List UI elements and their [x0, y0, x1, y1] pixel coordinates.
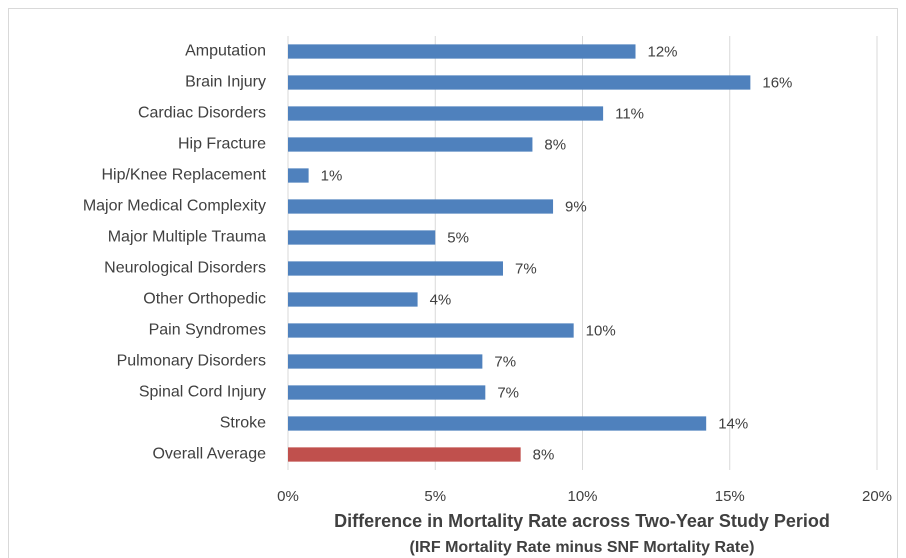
data-label: 14%	[718, 415, 748, 432]
data-label: 10%	[586, 322, 616, 339]
bar	[288, 106, 604, 121]
x-tick-label: 15%	[715, 488, 745, 505]
x-axis-title: Difference in Mortality Rate across Two-…	[334, 511, 830, 531]
bar	[288, 385, 486, 400]
data-label: 1%	[321, 167, 343, 184]
y-tick-label: Cardiac Disorders	[138, 105, 266, 122]
data-label: 5%	[447, 229, 469, 246]
bar	[288, 230, 436, 245]
y-tick-label: Major Medical Complexity	[83, 198, 266, 215]
data-label: 9%	[565, 198, 587, 215]
data-label: 7%	[494, 353, 516, 370]
bar	[288, 168, 309, 183]
y-tick-label: Hip/Knee Replacement	[101, 167, 266, 184]
x-tick-label: 5%	[424, 488, 446, 505]
y-tick-label: Amputation	[185, 43, 266, 60]
y-tick-label: Brain Injury	[185, 74, 266, 91]
x-tick-label: 10%	[567, 488, 597, 505]
bar	[288, 44, 636, 59]
chart-border	[8, 8, 898, 558]
y-tick-label: Spinal Cord Injury	[139, 384, 266, 401]
bar	[288, 199, 554, 214]
y-tick-label: Pulmonary Disorders	[117, 353, 266, 370]
data-label: 11%	[615, 105, 644, 122]
y-tick-label: Other Orthopedic	[143, 291, 266, 308]
data-label: 7%	[515, 260, 537, 277]
x-axis-subtitle: (IRF Mortality Rate minus SNF Mortality …	[410, 539, 755, 556]
bar	[288, 137, 533, 152]
data-label: 12%	[648, 43, 678, 60]
y-tick-label: Overall Average	[152, 446, 266, 463]
bar	[288, 416, 707, 431]
data-label: 4%	[430, 291, 452, 308]
y-tick-label: Pain Syndromes	[149, 322, 266, 339]
bar	[288, 75, 751, 90]
bar	[288, 323, 574, 338]
y-tick-label: Neurological Disorders	[104, 260, 266, 277]
x-tick-label: 20%	[862, 488, 892, 505]
bar	[288, 292, 418, 307]
data-label: 8%	[544, 136, 566, 153]
data-label: 8%	[533, 446, 555, 463]
y-tick-label: Hip Fracture	[178, 136, 266, 153]
bar	[288, 261, 503, 276]
data-label: 7%	[497, 384, 519, 401]
y-tick-label: Major Multiple Trauma	[108, 229, 266, 246]
bar	[288, 447, 521, 462]
bar	[288, 354, 483, 369]
data-label: 16%	[762, 74, 792, 91]
y-tick-label: Stroke	[220, 415, 266, 432]
x-tick-label: 0%	[277, 488, 299, 505]
